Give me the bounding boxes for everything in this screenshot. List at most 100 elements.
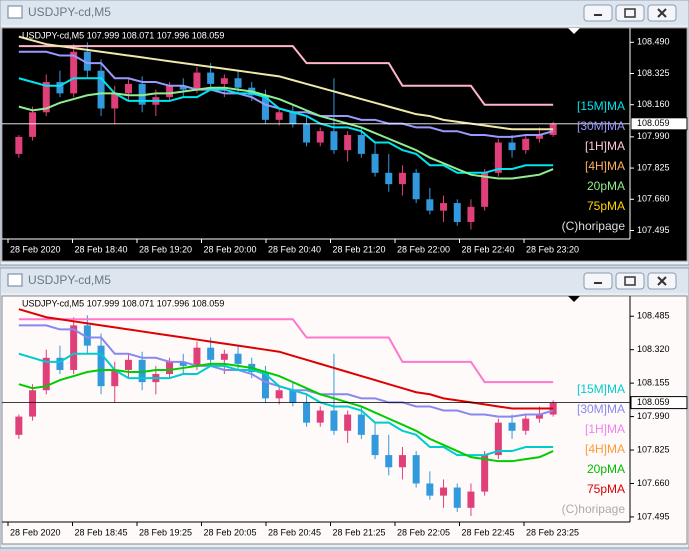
- candle-body: [371, 434, 379, 456]
- candle-body: [426, 483, 434, 496]
- chart-header: USDJPY-cd,M5 107.999 108.071 107.996 108…: [22, 30, 224, 40]
- chart-header: USDJPY-cd,M5 107.999 108.071 107.996 108…: [22, 298, 224, 308]
- scroll-marker: [568, 296, 580, 302]
- candle-body: [467, 206, 475, 222]
- candle-body: [179, 85, 187, 90]
- legend-entry: 75pMA: [587, 482, 625, 496]
- ma-line: [18, 86, 554, 180]
- current-price-label: 108.059: [637, 118, 670, 128]
- candle-body: [97, 345, 105, 387]
- time-label: 28 Feb 23:25: [526, 527, 579, 537]
- time-label: 28 Feb 21:20: [333, 244, 386, 254]
- price-tick-label: 107.990: [637, 411, 670, 421]
- candle-body: [303, 123, 311, 143]
- candle-body: [56, 357, 64, 370]
- candle-body: [385, 172, 393, 185]
- candle-body: [166, 361, 174, 375]
- candle-body: [234, 353, 242, 364]
- candle-body: [330, 131, 338, 151]
- button-glyph: [624, 276, 636, 286]
- scroll-marker: [568, 28, 580, 34]
- price-tick-label: 107.495: [637, 225, 670, 235]
- legend-entry: [30M]MA: [577, 402, 625, 416]
- candle-body: [344, 414, 352, 431]
- candle-body: [70, 325, 78, 370]
- price-tick-label: 108.320: [637, 344, 670, 354]
- candle-body: [481, 172, 489, 207]
- chart-window: USDJPY-cd,M5 108.485 108.320 108.155 107.990…: [0, 267, 689, 549]
- chart-window: USDJPY-cd,M5 108.490 108.325 108.160 107.990…: [0, 0, 689, 266]
- candle-body: [440, 203, 448, 211]
- price-tick-label: 107.990: [637, 131, 670, 141]
- legend-entry: [15M]MA: [577, 382, 625, 396]
- restore-button[interactable]: [615, 272, 645, 290]
- candle-body: [344, 134, 352, 151]
- time-label: 28 Feb 20:40: [268, 244, 321, 254]
- candle-body: [453, 203, 461, 222]
- candle-body: [70, 51, 78, 94]
- time-label: 28 Feb 20:45: [268, 527, 321, 537]
- candle-body: [467, 491, 475, 508]
- candle-body: [111, 93, 119, 109]
- candle-body: [261, 95, 269, 120]
- candle-body: [494, 142, 502, 173]
- candle-body: [111, 369, 119, 387]
- candle-body: [522, 418, 530, 431]
- price-tick-label: 108.325: [637, 68, 670, 78]
- candle-body: [29, 390, 37, 417]
- candle-body: [220, 78, 228, 84]
- time-label: 28 Feb 19:25: [139, 527, 192, 537]
- time-label: 28 Feb 23:20: [526, 244, 579, 254]
- candle-body: [357, 414, 365, 435]
- current-price-label: 108.059: [637, 397, 670, 407]
- price-tick-label: 108.160: [637, 99, 670, 109]
- minimize-button[interactable]: [583, 4, 613, 22]
- legend-entry: 20pMA: [587, 179, 625, 193]
- candle-body: [316, 131, 324, 143]
- restore-button[interactable]: [615, 4, 645, 22]
- window-title: USDJPY-cd,M5: [28, 273, 111, 287]
- price-tick-label: 107.825: [637, 444, 670, 454]
- candle-body: [234, 78, 242, 88]
- legend-entry: [1H]MA: [585, 422, 625, 436]
- candle-body: [535, 414, 543, 419]
- candle-body: [289, 112, 297, 124]
- time-label: 28 Feb 18:45: [75, 527, 128, 537]
- time-label: 28 Feb 22:05: [397, 527, 450, 537]
- candle-body: [193, 347, 201, 366]
- candle-body: [220, 353, 228, 360]
- time-label: 28 Feb 2020: [10, 244, 61, 254]
- candle-body: [508, 422, 516, 431]
- candle-body: [481, 455, 489, 492]
- candle-body: [124, 359, 132, 370]
- price-tick-label: 108.155: [637, 378, 670, 388]
- time-label: 28 Feb 22:00: [397, 244, 450, 254]
- time-label: 28 Feb 20:05: [204, 527, 257, 537]
- candle-body: [535, 134, 543, 139]
- legend-entry: 20pMA: [587, 462, 625, 476]
- candle-body: [166, 85, 174, 98]
- ma-line: [18, 308, 554, 410]
- time-label: 28 Feb 22:40: [462, 244, 515, 254]
- ma-line: [18, 318, 554, 384]
- button-glyph: [657, 8, 667, 18]
- candle-body: [330, 410, 338, 431]
- candle-body: [303, 402, 311, 423]
- candle-body: [316, 410, 324, 423]
- price-tick-label: 108.490: [637, 37, 670, 47]
- candle-body: [207, 347, 215, 360]
- minimize-button[interactable]: [583, 272, 613, 290]
- price-tick-label: 107.660: [637, 194, 670, 204]
- candle-body: [426, 199, 434, 211]
- time-label: 28 Feb 18:40: [75, 244, 128, 254]
- price-tick-label: 107.660: [637, 478, 670, 488]
- legend-entry: [15M]MA: [577, 99, 625, 113]
- time-label: 28 Feb 20:00: [204, 244, 257, 254]
- candle-body: [275, 112, 283, 120]
- price-tick-label: 108.485: [637, 311, 670, 321]
- candle-body: [83, 325, 91, 346]
- button-glyph: [624, 8, 636, 18]
- legend-entry: 75pMA: [587, 199, 625, 213]
- candle-body: [138, 359, 146, 383]
- candle-body: [261, 371, 269, 399]
